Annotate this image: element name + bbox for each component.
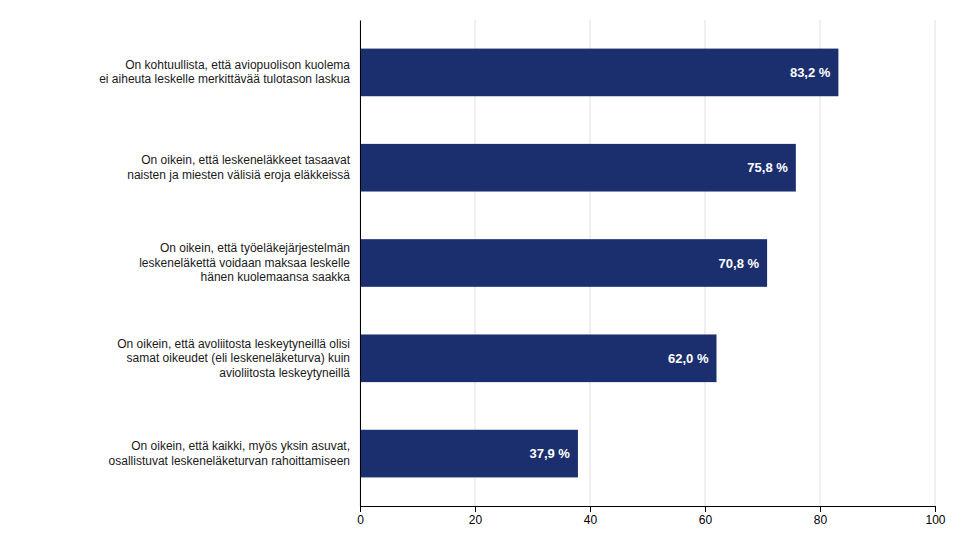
x-tick: 100 <box>925 506 945 527</box>
y-tick-label-line: naisten ja miesten välisiä eroja eläkkei… <box>127 168 350 182</box>
bars <box>360 49 838 478</box>
y-tick-label-line: leskeneläkettä voidaan maksaa leskelle <box>139 256 350 270</box>
y-tick-label-line: On kohtuullista, että aviopuolison kuole… <box>125 58 350 72</box>
y-tick-label-line: ei aiheuta leskelle merkittävää tulotaso… <box>99 72 350 86</box>
y-tick: On oikein, että työeläkejärjestelmänlesk… <box>139 241 360 284</box>
y-tick-label-line: hänen kuolemaansa saakka <box>201 270 351 284</box>
y-tick-label-line: On oikein, että työeläkejärjestelmän <box>160 241 350 255</box>
y-tick: On oikein, että kaikki, myös yksin asuva… <box>109 439 360 467</box>
y-tick: On oikein, että avoliitosta leskeytyneil… <box>117 337 360 380</box>
x-tick-mark <box>705 506 706 512</box>
y-tick: On oikein, että leskeneläkkeet tasaavatn… <box>127 153 360 181</box>
x-tick: 0 <box>357 506 364 527</box>
data-label: 70,8 % <box>719 256 760 271</box>
y-tick-label-line: On oikein, että kaikki, myös yksin asuva… <box>131 439 350 453</box>
bar <box>360 49 838 97</box>
data-label: 83,2 % <box>790 65 831 80</box>
y-tick-label-line: avioliitosta leskeytyneillä <box>219 366 350 380</box>
plot: 0 20 40 60 80 100 On oikein, että kaikki, myös… <box>99 20 946 527</box>
y-tick-label: On oikein, että avoliitosta leskeytyneil… <box>117 337 350 380</box>
x-tick: 20 <box>469 506 483 527</box>
bar <box>360 430 578 478</box>
data-label: 75,8 % <box>747 160 788 175</box>
bar <box>360 239 767 287</box>
y-tick-label-line: osallistuvat leskeneläketurvan rahoittam… <box>109 454 350 468</box>
x-tick-mark <box>590 506 591 512</box>
x-tick-label: 0 <box>357 513 364 527</box>
x-tick-label: 40 <box>584 513 598 527</box>
grid-line <box>360 20 361 506</box>
y-axis: On oikein, että kaikki, myös yksin asuva… <box>99 21 360 507</box>
y-tick-label: On oikein, että kaikki, myös yksin asuva… <box>109 439 350 467</box>
data-labels: 37,9 % 62,0 % 70,8 % 75,8 % 83,2 % <box>529 65 830 461</box>
y-tick-label: On kohtuullista, että aviopuolison kuole… <box>99 58 350 86</box>
y-tick-label: On oikein, että leskeneläkkeet tasaavatn… <box>127 153 350 181</box>
y-tick-label-line: On oikein, että avoliitosta leskeytyneil… <box>117 337 350 351</box>
x-axis-line <box>361 507 936 513</box>
data-label: 62,0 % <box>668 351 709 366</box>
x-tick-mark <box>475 506 476 512</box>
bar <box>360 334 717 382</box>
bar <box>360 144 796 192</box>
x-tick: 40 <box>584 506 598 527</box>
y-tick-label: On oikein, että työeläkejärjestelmänlesk… <box>139 241 350 284</box>
x-tick: 60 <box>699 506 713 527</box>
chart: 0 20 40 60 80 100 On oikein, että kaikki, myös… <box>0 0 960 546</box>
grid <box>360 20 935 506</box>
x-axis: 0 20 40 60 80 100 <box>357 506 946 527</box>
x-tick-label: 60 <box>699 513 713 527</box>
x-tick-mark <box>360 506 361 512</box>
data-label: 37,9 % <box>529 446 570 461</box>
y-tick-label-line: On oikein, että leskeneläkkeet tasaavat <box>141 153 350 167</box>
x-tick-mark <box>820 506 821 512</box>
x-tick-label: 20 <box>469 513 483 527</box>
x-tick: 80 <box>814 506 828 527</box>
y-tick-label-line: samat oikeudet (eli leskeneläketurva) ku… <box>127 351 350 365</box>
x-tick-label: 100 <box>925 513 945 527</box>
y-tick: On kohtuullista, että aviopuolison kuole… <box>99 58 360 86</box>
grid-line <box>935 20 936 506</box>
x-tick-label: 80 <box>814 513 828 527</box>
y-axis-line <box>360 21 361 507</box>
x-tick-mark <box>935 506 936 512</box>
